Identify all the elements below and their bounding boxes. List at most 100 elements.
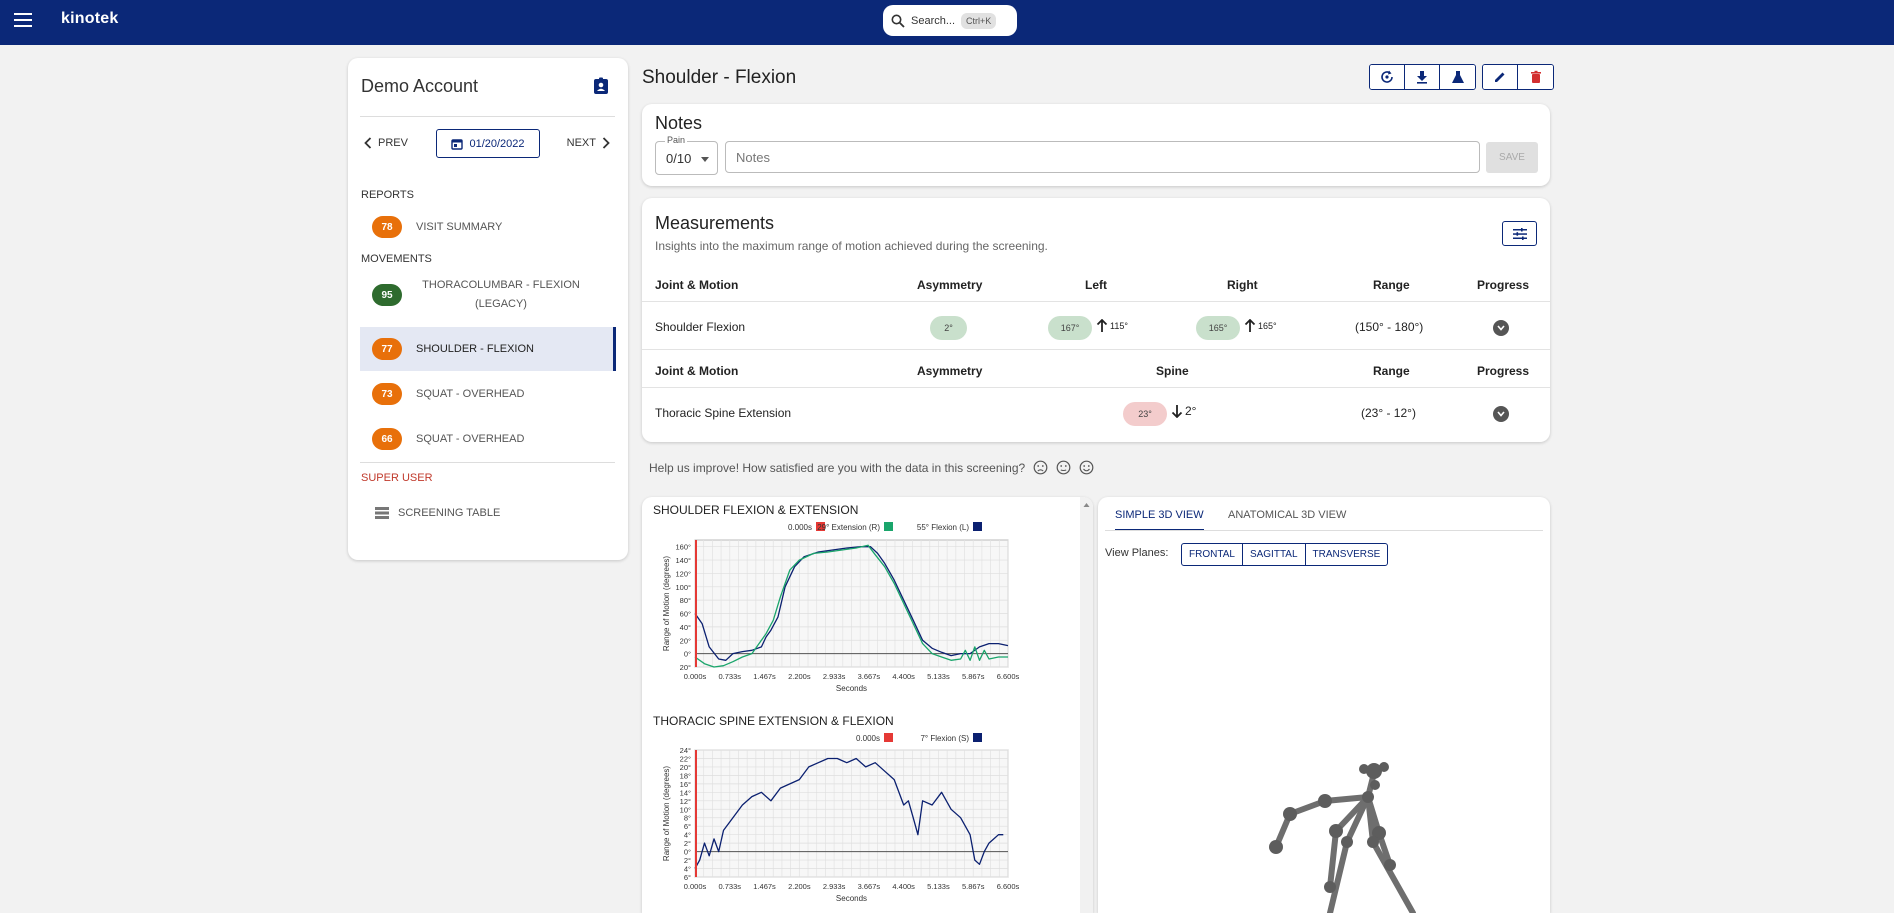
- legend-label: 7° Flexion (S): [920, 734, 969, 743]
- legend-swatch: [816, 522, 825, 531]
- x-tick-label: 4.400s: [892, 672, 915, 681]
- y-tick-label: 20°: [680, 663, 691, 672]
- x-axis-label: Seconds: [836, 894, 867, 903]
- y-tick-label: 16°: [680, 780, 691, 789]
- delete-button[interactable]: [1518, 65, 1553, 89]
- joint-shoulder-flexion: Shoulder Flexion: [655, 320, 746, 334]
- movement-item-label: SQUAT - OVERHEAD: [416, 387, 525, 400]
- x-tick-label: 3.667s: [858, 672, 881, 681]
- chevron-down-icon: [1497, 325, 1505, 331]
- y-tick-label: 24°: [680, 746, 691, 755]
- next-button[interactable]: NEXT: [567, 137, 610, 149]
- download-icon: [1417, 71, 1427, 84]
- x-tick-label: 5.867s: [962, 882, 985, 891]
- row-divider: [642, 301, 1550, 302]
- tune-button[interactable]: [1502, 221, 1537, 246]
- divider: [360, 116, 615, 117]
- super-user-item-screening-table[interactable]: SCREENING TABLE: [360, 496, 616, 530]
- feedback-bar: Help us improve! How satisfied are you w…: [649, 460, 1094, 475]
- movements-heading: MOVEMENTS: [361, 253, 432, 265]
- list-icon: [375, 507, 389, 519]
- legend-label: 0.000s: [788, 523, 812, 532]
- x-tick-label: 2.200s: [788, 882, 811, 891]
- refresh-button[interactable]: [1370, 65, 1405, 89]
- legend-swatch: [884, 733, 893, 742]
- menu-icon[interactable]: [14, 13, 32, 27]
- notes-card: Notes Pain 0/10 SAVE: [642, 104, 1550, 186]
- spine-value-pill: 23°: [1123, 402, 1167, 426]
- report-item-label: VISIT SUMMARY: [416, 220, 503, 233]
- progress-expand-button-2[interactable]: [1493, 406, 1509, 422]
- notes-input[interactable]: [725, 141, 1480, 173]
- download-button[interactable]: [1405, 65, 1440, 89]
- movement-item-label: SHOULDER - FLEXION: [416, 342, 534, 355]
- movement-item-label: SQUAT - OVERHEAD: [416, 432, 525, 445]
- edit-button[interactable]: [1483, 65, 1518, 89]
- plane-frontal-button[interactable]: FRONTAL: [1182, 544, 1243, 565]
- y-tick-label: 0°: [684, 650, 691, 659]
- progress-expand-button[interactable]: [1493, 320, 1509, 336]
- pain-select[interactable]: Pain 0/10: [655, 135, 718, 175]
- movement-item-squat-overhead-2[interactable]: 66 SQUAT - OVERHEAD: [360, 417, 616, 461]
- x-tick-label: 0.733s: [719, 672, 742, 681]
- search-shortcut: Ctrl+K: [961, 12, 997, 29]
- x-tick-label: 5.867s: [962, 672, 985, 681]
- header-range-2: Range: [1373, 364, 1410, 378]
- report-item-visit-summary[interactable]: 78 VISIT SUMMARY: [360, 205, 616, 249]
- spine-delta: 2°: [1171, 404, 1196, 418]
- y-tick-label: 4°: [684, 865, 691, 874]
- legend-label: 29° Extension (R): [817, 523, 880, 532]
- prev-button[interactable]: PREV: [364, 137, 408, 149]
- date-label: 01/20/2022: [469, 137, 525, 150]
- scroll-up-icon[interactable]: [1080, 500, 1093, 510]
- spine-delta-value: 2°: [1185, 404, 1197, 418]
- viewer-card: SIMPLE 3D VIEW ANATOMICAL 3D VIEW View P…: [1098, 497, 1550, 913]
- page-title: Shoulder - Flexion: [642, 67, 797, 88]
- x-tick-label: 5.133s: [927, 882, 950, 891]
- date-picker-button[interactable]: 01/20/2022: [436, 129, 540, 158]
- y-tick-label: 10°: [680, 805, 691, 814]
- joint-thoracic-spine-extension: Thoracic Spine Extension: [655, 406, 792, 420]
- x-tick-label: 3.667s: [858, 882, 881, 891]
- face-happy-icon[interactable]: [1079, 460, 1094, 475]
- next-label: NEXT: [566, 137, 596, 149]
- search-label: Search...: [911, 14, 956, 27]
- pain-value: 0/10: [666, 151, 692, 166]
- range-value: (150° - 180°): [1355, 320, 1424, 334]
- y-tick-label: 6°: [684, 822, 691, 831]
- series-line: [694, 544, 1008, 668]
- legend-swatch: [973, 733, 982, 742]
- flask-button[interactable]: [1440, 65, 1475, 89]
- movement-item-shoulder-flexion[interactable]: 77 SHOULDER - FLEXION: [360, 327, 616, 371]
- measurements-card: Measurements Insights into the maximum r…: [642, 198, 1550, 442]
- tabs-divider: [1105, 530, 1543, 531]
- date-navigation: PREV 01/20/2022 NEXT: [348, 129, 628, 159]
- header-spine: Spine: [1156, 364, 1189, 378]
- row-divider: [642, 349, 1550, 350]
- brand-logo[interactable]: kinotek: [61, 10, 119, 27]
- plane-sagittal-button[interactable]: SAGITTAL: [1243, 544, 1306, 565]
- measurements-subtitle: Insights into the maximum range of motio…: [655, 239, 1048, 253]
- movement-item-thoracolumbar-flexion[interactable]: 95 THORACOLUMBAR - FLEXION (LEGACY): [360, 270, 616, 320]
- skeleton-3d-model[interactable]: [1098, 497, 1550, 913]
- y-tick-label: 160°: [675, 543, 691, 552]
- asymmetry-pill: 2°: [930, 316, 967, 340]
- x-tick-label: 1.467s: [753, 672, 776, 681]
- scrollbar[interactable]: [1080, 497, 1093, 913]
- y-tick-label: 140°: [675, 556, 691, 565]
- movement-item-squat-overhead[interactable]: 73 SQUAT - OVERHEAD: [360, 372, 616, 416]
- y-tick-label: 18°: [680, 771, 691, 780]
- badge-icon[interactable]: [593, 77, 609, 95]
- face-sad-icon[interactable]: [1033, 460, 1048, 475]
- y-tick-label: 20°: [680, 636, 691, 645]
- plane-transverse-button[interactable]: TRANSVERSE: [1312, 549, 1381, 560]
- notes-title: Notes: [655, 113, 703, 133]
- save-button[interactable]: SAVE: [1486, 142, 1538, 173]
- search-button[interactable]: Search... Ctrl+K: [883, 5, 1017, 36]
- reports-heading: REPORTS: [361, 189, 414, 201]
- face-neutral-icon[interactable]: [1056, 460, 1071, 475]
- tab-anatomical-3d-view[interactable]: ANATOMICAL 3D VIEW: [1228, 509, 1347, 521]
- account-name: Demo Account: [361, 76, 479, 96]
- score-badge: 95: [372, 284, 402, 306]
- x-tick-label: 0.733s: [719, 882, 742, 891]
